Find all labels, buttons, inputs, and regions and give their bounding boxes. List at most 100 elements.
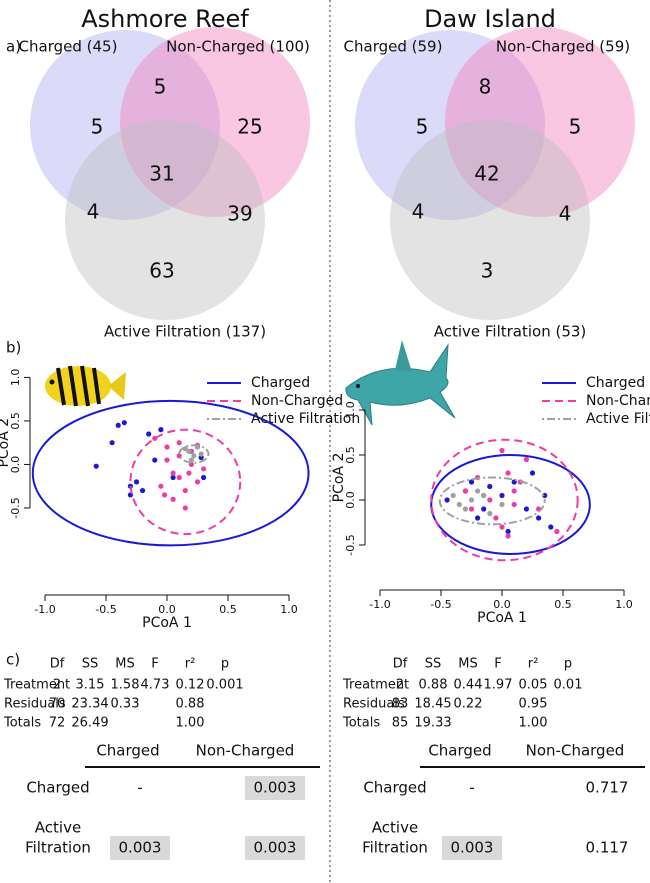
- table-header: Df: [50, 657, 65, 672]
- fish-icon: [45, 365, 126, 407]
- table-header: MS: [115, 657, 134, 672]
- confidence-ellipse: [178, 444, 210, 464]
- legend-label: Active Filtration: [251, 411, 360, 427]
- point: [487, 497, 493, 503]
- point: [164, 457, 170, 463]
- point: [121, 420, 127, 426]
- point: [548, 524, 554, 530]
- point: [198, 451, 204, 457]
- point: [186, 448, 192, 454]
- point: [450, 492, 456, 499]
- point: [487, 483, 493, 490]
- point: [487, 510, 493, 517]
- confidence-ellipse: [430, 438, 579, 562]
- venn-set-label: Non-Charged (59): [496, 38, 630, 56]
- point: [158, 427, 164, 433]
- row-label: Charged: [363, 779, 426, 797]
- y-tick-label: 0.5: [344, 446, 357, 464]
- venn-count: 39: [227, 202, 252, 226]
- table-cell: 0.12: [176, 678, 205, 693]
- point: [481, 492, 487, 499]
- table-cell: -: [137, 779, 142, 797]
- row-label: Active: [372, 819, 418, 837]
- venn-set-label: Active Filtration (137): [104, 323, 266, 341]
- highlight: [442, 836, 502, 860]
- x-tick-label: -1.0: [369, 598, 390, 611]
- row-label: Treatment: [3, 678, 70, 693]
- table-cell: 4.73: [141, 678, 170, 693]
- point: [444, 497, 450, 503]
- table-cell: 3.15: [76, 678, 105, 693]
- point: [529, 470, 536, 476]
- y-tick-label: -0.5: [344, 534, 357, 555]
- venn-set: [390, 120, 590, 320]
- point: [170, 474, 176, 481]
- table-cell: 72: [49, 716, 66, 731]
- point: [182, 487, 188, 494]
- table-cell: 0.95: [519, 697, 548, 712]
- point: [481, 506, 487, 512]
- confidence-ellipse: [430, 454, 591, 555]
- panel-label: c): [6, 651, 20, 669]
- point: [523, 506, 530, 512]
- point: [462, 488, 468, 494]
- table-cell: 0.001: [206, 678, 243, 693]
- point: [188, 457, 194, 463]
- point: [176, 474, 182, 481]
- venn-count: 42: [474, 162, 499, 186]
- point: [505, 470, 511, 476]
- table-cell: 0.717: [586, 779, 629, 797]
- point: [146, 431, 152, 437]
- x-tick-label: -1.0: [34, 603, 55, 616]
- highlight: [245, 776, 305, 800]
- point: [161, 492, 168, 498]
- point: [493, 515, 499, 521]
- venn-count: 3: [481, 259, 494, 283]
- x-tick-label: 0.0: [158, 603, 176, 616]
- table-header: Df: [393, 657, 408, 672]
- point: [468, 497, 475, 503]
- point: [505, 533, 511, 539]
- y-tick-label: 0.5: [9, 412, 22, 430]
- venn-count: 4: [559, 202, 572, 226]
- table-cell: 0.003: [254, 839, 297, 857]
- table-header: F: [151, 657, 158, 672]
- venn-set: [120, 27, 310, 217]
- point: [194, 479, 201, 485]
- row-label: Active: [35, 819, 81, 837]
- table-cell: 0.33: [111, 697, 140, 712]
- x-tick-label: 0.0: [493, 598, 511, 611]
- x-axis-label: PCoA 1: [477, 610, 527, 626]
- x-axis-label: PCoA 1: [142, 615, 192, 631]
- table-cell: 1.00: [176, 716, 205, 731]
- point: [140, 487, 146, 494]
- point: [554, 528, 560, 535]
- confidence-ellipse: [438, 476, 546, 526]
- table-cell: 0.003: [254, 779, 297, 797]
- row-label: Residuals: [343, 697, 405, 712]
- legend-label: Charged: [586, 375, 645, 391]
- y-tick-label: 1.0: [344, 401, 357, 419]
- point: [109, 440, 115, 446]
- point: [475, 488, 481, 494]
- venn-count: 4: [412, 200, 425, 224]
- point: [191, 453, 197, 459]
- venn-count: 63: [149, 259, 174, 283]
- y-tick-label: 0.0: [9, 456, 22, 474]
- table-cell: 0.117: [586, 839, 629, 857]
- x-tick-label: -0.5: [95, 603, 116, 616]
- table-header: MS: [458, 657, 477, 672]
- point: [93, 463, 99, 469]
- y-tick-label: -0.5: [9, 497, 22, 518]
- table-cell: 2: [53, 678, 61, 693]
- point: [170, 470, 176, 476]
- confidence-ellipse: [129, 428, 242, 536]
- point: [511, 488, 517, 494]
- point: [186, 470, 192, 476]
- table-cell: 26.49: [71, 716, 108, 731]
- table-cell: 1.97: [484, 678, 513, 693]
- row-label: Residuals: [4, 697, 66, 712]
- table-header: Charged: [96, 742, 159, 760]
- point: [170, 496, 176, 502]
